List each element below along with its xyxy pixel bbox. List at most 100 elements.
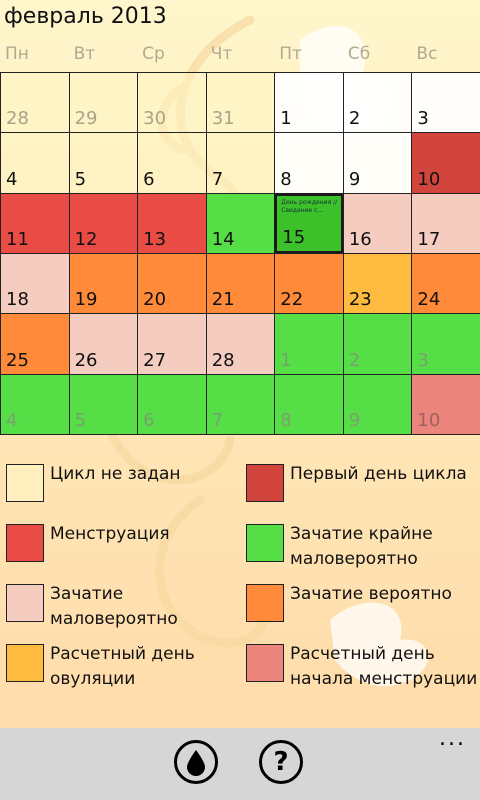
day-number: 8: [280, 409, 292, 431]
day-number: 9: [348, 168, 361, 190]
legend-swatch: [6, 464, 44, 502]
legend-label: Расчетный день начала менструации: [290, 644, 478, 689]
day-number: 25: [6, 349, 29, 371]
help-button[interactable]: ?: [259, 740, 303, 784]
month-title: февраль 2013: [4, 4, 167, 29]
day-number: 5: [74, 168, 87, 190]
calendar-day[interactable]: 9: [342, 373, 413, 435]
drop-button[interactable]: [174, 740, 218, 784]
day-number: 6: [143, 168, 155, 190]
calendar-grid: 28 29 30 31 1 2 3 4 5 6 7 8 9 10 11 12 13 14 День рождения…: [0, 72, 480, 435]
calendar-day[interactable]: 9: [342, 132, 413, 194]
legend-item: Зачатие вероятно: [246, 582, 480, 622]
day-number: 3: [417, 108, 429, 130]
calendar-day[interactable]: 8: [274, 373, 344, 435]
legend-swatch: [246, 584, 284, 622]
legend-swatch: [246, 464, 284, 502]
calendar-day[interactable]: 6: [137, 132, 207, 194]
calendar-day[interactable]: 29: [68, 72, 139, 134]
calendar-day[interactable]: 10: [411, 132, 480, 194]
weekday-header: Пн Вт Ср Чт Пт Сб Вс: [0, 44, 480, 72]
calendar-day[interactable]: 25: [0, 313, 70, 375]
day-number: 20: [143, 289, 167, 311]
day-number: 7: [211, 409, 224, 431]
legend-label: Первый день цикла: [290, 464, 467, 484]
legend-item: Цикл не задан: [6, 462, 240, 502]
calendar-day[interactable]: 7: [205, 132, 276, 194]
day-number: 9: [348, 409, 361, 431]
calendar-day[interactable]: 5: [68, 373, 139, 435]
legend-item: Расчетный день начала менструации: [246, 642, 480, 692]
day-number: 3: [417, 349, 429, 371]
calendar-day[interactable]: 3: [411, 72, 480, 134]
day-number: 8: [280, 168, 292, 190]
calendar-day[interactable]: 2: [342, 313, 413, 375]
calendar-day-today[interactable]: День рождения // Свидание с... 15: [274, 192, 344, 254]
calendar-day[interactable]: 13: [137, 192, 207, 254]
calendar-day[interactable]: 17: [411, 192, 480, 254]
weekday-label: Вт: [73, 44, 96, 64]
day-number: 10: [417, 168, 441, 190]
calendar-day[interactable]: 22: [274, 253, 344, 315]
day-number: 28: [6, 108, 29, 130]
legend-item: Первый день цикла: [246, 462, 480, 502]
day-number: 13: [143, 228, 167, 250]
calendar-day[interactable]: 23: [342, 253, 413, 315]
weekday-label: Чт: [210, 44, 233, 64]
day-number: 23: [348, 289, 372, 311]
weekday-label: Сб: [347, 44, 371, 64]
calendar-day[interactable]: 31: [205, 72, 276, 134]
day-number: 4: [6, 168, 18, 190]
calendar-day[interactable]: 18: [0, 253, 70, 315]
calendar-day[interactable]: 28: [0, 72, 70, 134]
day-note: День рождения // Свидание с...: [281, 198, 338, 214]
legend-swatch: [246, 524, 284, 562]
day-number: 26: [74, 349, 98, 371]
calendar-day[interactable]: 3: [411, 313, 480, 375]
calendar-day[interactable]: 11: [0, 192, 70, 254]
calendar-day[interactable]: 10: [411, 373, 480, 435]
calendar-day[interactable]: 16: [342, 192, 413, 254]
day-number: 1: [280, 349, 292, 371]
calendar-day[interactable]: 24: [411, 253, 480, 315]
day-number: 21: [211, 289, 235, 311]
day-number: 6: [143, 409, 155, 431]
day-number: 2: [348, 349, 361, 371]
calendar-day[interactable]: 2: [342, 72, 413, 134]
calendar-day[interactable]: 7: [205, 373, 276, 435]
calendar-day[interactable]: 28: [205, 313, 276, 375]
legend-item: Зачатие крайне маловероятно: [246, 522, 480, 572]
calendar-day[interactable]: 1: [274, 72, 344, 134]
day-number: 11: [6, 228, 29, 250]
day-number: 31: [211, 108, 235, 130]
calendar-day[interactable]: 4: [0, 373, 70, 435]
legend-item: Зачатие маловероятно: [6, 582, 240, 632]
day-number: 18: [6, 289, 29, 311]
calendar-day[interactable]: 30: [137, 72, 207, 134]
calendar-day[interactable]: 14: [205, 192, 276, 254]
weekday-label: Ср: [142, 44, 165, 64]
calendar-day[interactable]: 19: [68, 253, 139, 315]
calendar-day[interactable]: 8: [274, 132, 344, 194]
more-menu-button[interactable]: ...: [439, 726, 466, 751]
calendar-day[interactable]: 20: [137, 253, 207, 315]
day-number: 4: [6, 409, 18, 431]
legend-item: Менструация: [6, 522, 240, 562]
day-number: 24: [417, 289, 441, 311]
calendar-day[interactable]: 1: [274, 313, 344, 375]
day-number: 5: [74, 409, 87, 431]
calendar-day[interactable]: 6: [137, 373, 207, 435]
weekday-label: Пт: [279, 44, 302, 64]
calendar-day[interactable]: 21: [205, 253, 276, 315]
calendar-day[interactable]: 26: [68, 313, 139, 375]
calendar-day[interactable]: 12: [68, 192, 139, 254]
legend-swatch: [6, 644, 44, 682]
calendar-day[interactable]: 27: [137, 313, 207, 375]
calendar-day[interactable]: 5: [68, 132, 139, 194]
legend-swatch: [6, 584, 44, 622]
calendar-day[interactable]: 4: [0, 132, 70, 194]
day-number: 22: [280, 289, 304, 311]
day-number: 29: [74, 108, 98, 130]
legend-swatch: [6, 524, 44, 562]
day-number: 27: [143, 349, 167, 371]
